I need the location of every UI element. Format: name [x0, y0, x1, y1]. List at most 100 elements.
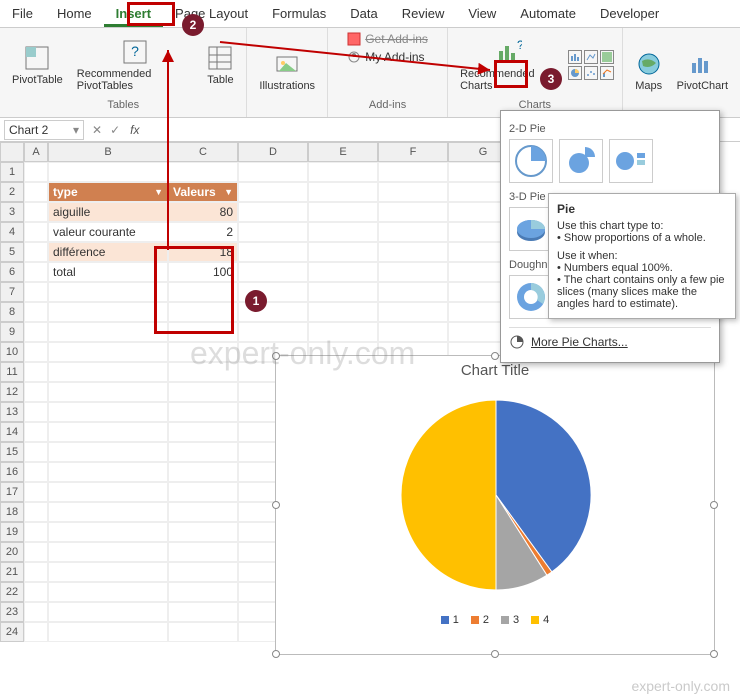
- cell[interactable]: [48, 462, 168, 482]
- row-header[interactable]: 5: [0, 242, 24, 262]
- cell[interactable]: [168, 322, 238, 342]
- row-header[interactable]: 12: [0, 382, 24, 402]
- cell[interactable]: [24, 322, 48, 342]
- tab-developer[interactable]: Developer: [588, 0, 671, 27]
- cell[interactable]: [48, 322, 168, 342]
- cell[interactable]: [24, 342, 48, 362]
- cell[interactable]: [308, 222, 378, 242]
- pivottable-button[interactable]: PivotTable: [8, 40, 67, 90]
- cell[interactable]: [48, 482, 168, 502]
- cell[interactable]: [24, 362, 48, 382]
- cell[interactable]: [308, 282, 378, 302]
- maps-button[interactable]: Maps: [631, 46, 667, 96]
- cell[interactable]: [168, 622, 238, 642]
- cell[interactable]: [48, 302, 168, 322]
- cell[interactable]: 18: [168, 242, 238, 262]
- cell[interactable]: [48, 382, 168, 402]
- cell[interactable]: [308, 322, 378, 342]
- row-header[interactable]: 21: [0, 562, 24, 582]
- cell[interactable]: [168, 342, 238, 362]
- row-header[interactable]: 24: [0, 622, 24, 642]
- cell[interactable]: [168, 602, 238, 622]
- row-header[interactable]: 14: [0, 422, 24, 442]
- row-header[interactable]: 15: [0, 442, 24, 462]
- cell[interactable]: [378, 322, 448, 342]
- name-box[interactable]: Chart 2 ▾: [4, 120, 84, 140]
- tab-automate[interactable]: Automate: [508, 0, 588, 27]
- cell[interactable]: 2: [168, 222, 238, 242]
- cell[interactable]: [24, 602, 48, 622]
- tab-formulas[interactable]: Formulas: [260, 0, 338, 27]
- more-pie-charts-button[interactable]: More Pie Charts...: [509, 327, 711, 354]
- cell[interactable]: [238, 262, 308, 282]
- row-header[interactable]: 19: [0, 522, 24, 542]
- row-header[interactable]: 4: [0, 222, 24, 242]
- cell[interactable]: [238, 242, 308, 262]
- cell[interactable]: [378, 222, 448, 242]
- tab-home[interactable]: Home: [45, 0, 104, 27]
- cell[interactable]: valeur courante: [48, 222, 168, 242]
- cell[interactable]: [168, 282, 238, 302]
- cell[interactable]: [168, 382, 238, 402]
- chart-pie-icon[interactable]: [568, 66, 582, 80]
- cell[interactable]: 80: [168, 202, 238, 222]
- cell[interactable]: [168, 462, 238, 482]
- row-header[interactable]: 9: [0, 322, 24, 342]
- cell[interactable]: [48, 442, 168, 462]
- cell[interactable]: [48, 542, 168, 562]
- cell[interactable]: [24, 382, 48, 402]
- chart-line-icon[interactable]: [584, 50, 598, 64]
- cell[interactable]: [308, 302, 378, 322]
- cell[interactable]: [48, 622, 168, 642]
- cell[interactable]: [168, 502, 238, 522]
- cell[interactable]: [308, 162, 378, 182]
- cell[interactable]: [308, 262, 378, 282]
- cell[interactable]: [308, 182, 378, 202]
- cell[interactable]: [238, 322, 308, 342]
- cell[interactable]: [238, 162, 308, 182]
- cell[interactable]: [168, 542, 238, 562]
- row-header[interactable]: 23: [0, 602, 24, 622]
- cell[interactable]: [238, 202, 308, 222]
- row-header[interactable]: 1: [0, 162, 24, 182]
- tab-view[interactable]: View: [456, 0, 508, 27]
- cell[interactable]: [168, 402, 238, 422]
- cell[interactable]: [168, 522, 238, 542]
- pie-2d-option[interactable]: [509, 139, 553, 183]
- cell[interactable]: [48, 402, 168, 422]
- col-header-C[interactable]: C: [168, 142, 238, 162]
- doughnut-option[interactable]: [509, 275, 553, 319]
- illustrations-button[interactable]: Illustrations: [255, 46, 319, 96]
- cell[interactable]: aiguille: [48, 202, 168, 222]
- pie-3d-option[interactable]: [509, 207, 553, 251]
- cell[interactable]: [378, 242, 448, 262]
- cell[interactable]: 100: [168, 262, 238, 282]
- chart-map-icon[interactable]: [600, 50, 614, 64]
- tab-review[interactable]: Review: [390, 0, 457, 27]
- cell[interactable]: [168, 582, 238, 602]
- cell[interactable]: [378, 302, 448, 322]
- cell[interactable]: [378, 202, 448, 222]
- cell[interactable]: [168, 422, 238, 442]
- cell[interactable]: [48, 162, 168, 182]
- cell[interactable]: [24, 302, 48, 322]
- cell[interactable]: [238, 182, 308, 202]
- fx-icon[interactable]: fx: [124, 123, 145, 137]
- cell[interactable]: [48, 562, 168, 582]
- col-header-E[interactable]: E: [308, 142, 378, 162]
- cell[interactable]: [238, 222, 308, 242]
- row-header[interactable]: 22: [0, 582, 24, 602]
- cell[interactable]: [168, 362, 238, 382]
- row-header[interactable]: 10: [0, 342, 24, 362]
- cell[interactable]: [378, 162, 448, 182]
- select-all-corner[interactable]: [0, 142, 24, 162]
- cell[interactable]: [378, 282, 448, 302]
- cell[interactable]: [308, 202, 378, 222]
- row-header[interactable]: 7: [0, 282, 24, 302]
- row-header[interactable]: 8: [0, 302, 24, 322]
- cell[interactable]: [168, 442, 238, 462]
- pie-exploded-option[interactable]: [559, 139, 603, 183]
- cell[interactable]: [24, 282, 48, 302]
- row-header[interactable]: 6: [0, 262, 24, 282]
- cell[interactable]: [168, 162, 238, 182]
